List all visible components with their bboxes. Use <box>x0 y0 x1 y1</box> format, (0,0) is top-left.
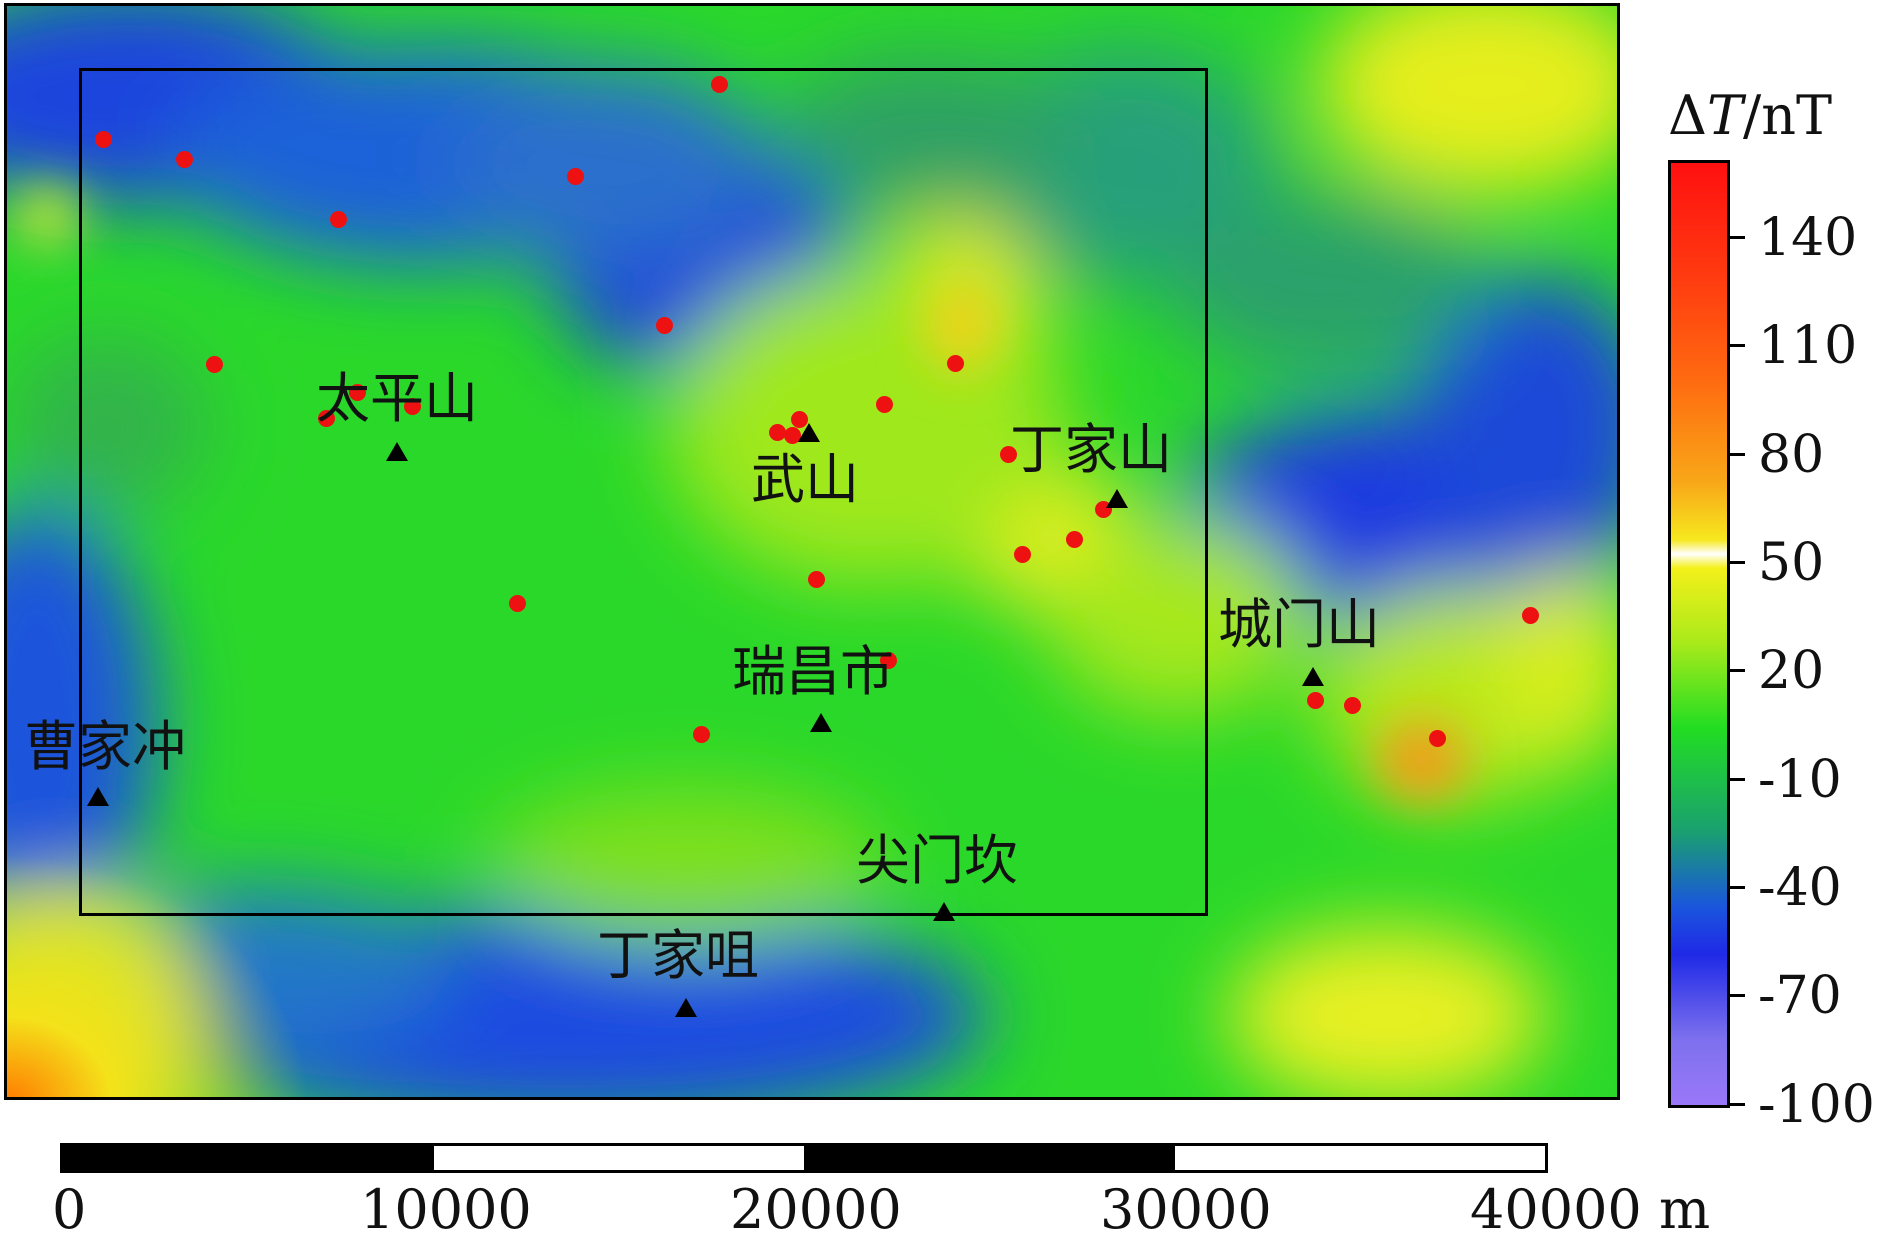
sample-point <box>1429 730 1446 747</box>
legend-tick <box>1727 886 1745 889</box>
sample-point <box>1000 446 1017 463</box>
sample-point <box>693 726 710 743</box>
sample-point <box>206 356 223 373</box>
scale-segment <box>804 1146 1175 1170</box>
triangle-marker-icon <box>87 787 109 806</box>
legend-tick-label: 50 <box>1758 533 1825 593</box>
legend-title: ΔT/nT <box>1668 84 1833 147</box>
triangle-marker-icon <box>810 713 832 732</box>
sample-point <box>176 151 193 168</box>
place-label-dingjiashan: 丁家山 <box>1010 418 1172 481</box>
sample-point <box>876 396 893 413</box>
sample-point <box>880 652 897 669</box>
place-label-wushan: 武山 <box>751 448 859 511</box>
legend-tick <box>1727 344 1745 347</box>
legend-tick-label: -40 <box>1758 858 1842 918</box>
sample-point <box>349 384 366 401</box>
scale-label: 20000 <box>730 1178 902 1241</box>
place-label-taipingshan: 太平山 <box>316 367 478 430</box>
legend-tick <box>1727 236 1745 239</box>
place-label-dingjiaju: 丁家咀 <box>597 924 759 987</box>
legend-tick <box>1727 778 1745 781</box>
scale-label: 30000 <box>1100 1178 1272 1241</box>
sample-point <box>711 76 728 93</box>
sample-point <box>1522 607 1539 624</box>
sample-point <box>95 131 112 148</box>
sample-point <box>509 595 526 612</box>
legend-tick-label: -10 <box>1758 750 1842 810</box>
triangle-marker-icon <box>386 442 408 461</box>
scale-label: 0 <box>52 1178 87 1241</box>
triangle-marker-icon <box>1106 489 1128 508</box>
sample-point <box>330 211 347 228</box>
scale-label: 40000 m <box>1470 1178 1711 1241</box>
sample-point <box>769 424 786 441</box>
legend-tick-label: 110 <box>1758 316 1858 376</box>
triangle-marker-icon <box>675 998 697 1017</box>
place-label-jianmenkan: 尖门坎 <box>856 829 1018 892</box>
sample-point <box>567 168 584 185</box>
scale-bar <box>60 1143 1548 1173</box>
legend-tick <box>1727 994 1745 997</box>
place-label-caojiachong: 曹家冲 <box>24 715 186 778</box>
triangle-marker-icon <box>1302 667 1324 686</box>
legend-colorbar <box>1668 160 1730 1108</box>
legend-tick-label: -100 <box>1758 1075 1875 1135</box>
legend-tick <box>1727 453 1745 456</box>
triangle-marker-icon <box>798 423 820 442</box>
sample-point <box>404 398 421 415</box>
legend-tick-label: 80 <box>1758 425 1825 485</box>
sample-point <box>808 571 825 588</box>
sample-point <box>947 355 964 372</box>
legend-tick <box>1727 1103 1745 1106</box>
sample-point <box>784 427 801 444</box>
study-area-outline <box>79 68 1208 916</box>
legend-tick <box>1727 669 1745 672</box>
scale-segment <box>63 1146 434 1170</box>
scale-segment <box>1174 1146 1545 1170</box>
legend-tick-label: 140 <box>1758 208 1858 268</box>
sample-point <box>1307 692 1324 709</box>
sample-point <box>1014 546 1031 563</box>
legend-tick-label: 20 <box>1758 641 1825 701</box>
legend-tick-label: -70 <box>1758 966 1842 1026</box>
sample-point <box>318 410 335 427</box>
sample-point <box>1066 531 1083 548</box>
place-label-chengmenshan: 城门山 <box>1218 593 1380 656</box>
sample-point <box>656 317 673 334</box>
legend-tick <box>1727 561 1745 564</box>
place-label-ruichang: 瑞昌市 <box>732 640 894 703</box>
sample-point <box>1344 697 1361 714</box>
scale-label: 10000 <box>360 1178 532 1241</box>
scale-segment <box>433 1146 804 1170</box>
triangle-marker-icon <box>933 902 955 921</box>
